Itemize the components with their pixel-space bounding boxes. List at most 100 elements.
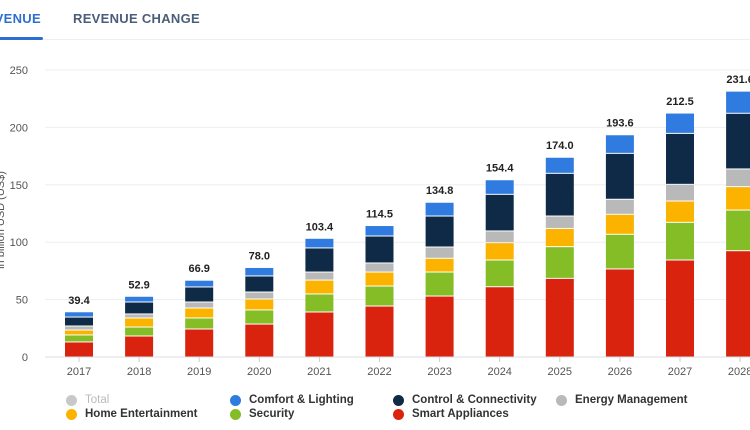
bar-segment	[425, 247, 454, 258]
bar-segment	[185, 318, 214, 329]
bar-segment	[125, 302, 154, 314]
x-tick-label: 2017	[67, 366, 91, 378]
stacked-bar-chart: 0 50 100 150 200 250 in billion USD (US$) 2017 3…	[0, 65, 750, 378]
bar-segment	[545, 157, 574, 173]
bar-segment	[245, 299, 274, 310]
bar-segment	[65, 317, 93, 326]
tab-bar: REVENUE REVENUE CHANGE	[0, 0, 750, 40]
bar-segment	[425, 296, 454, 357]
bar-segment	[245, 310, 274, 324]
bar-segment	[365, 272, 394, 286]
bar-segment	[726, 91, 750, 113]
x-tick-label: 2024	[487, 366, 511, 378]
bar-segment	[726, 210, 750, 251]
legend-dot-icon	[66, 408, 77, 420]
y-tick-label: 150	[10, 180, 28, 192]
bar-segment	[605, 135, 634, 153]
bar-segment	[605, 199, 634, 214]
bar-segment	[726, 187, 750, 210]
bar-segment	[485, 260, 514, 287]
legend-item-energy-management[interactable]: Energy Management	[556, 394, 687, 406]
bar-segment	[425, 272, 454, 296]
bar-segment	[485, 180, 514, 194]
tab-revenue[interactable]: REVENUE	[0, 11, 43, 40]
bar-segment	[365, 306, 394, 357]
bar-segment	[545, 216, 574, 228]
bar-segment	[65, 326, 93, 330]
bar-segment	[605, 234, 634, 269]
legend-item-security[interactable]: Security	[230, 408, 294, 420]
total-data-label: 114.5	[366, 209, 393, 221]
x-tick-label: 2022	[367, 366, 391, 378]
legend-item-total[interactable]: Total	[66, 394, 109, 406]
y-tick-label: 0	[22, 352, 28, 364]
total-data-label: 78.0	[249, 250, 270, 262]
bar-segment	[485, 231, 514, 243]
bar-segment	[125, 318, 154, 327]
y-tick-label: 200	[10, 122, 28, 134]
bar-segment	[545, 228, 574, 247]
bar-segment	[245, 292, 274, 299]
bar-segment	[65, 335, 93, 342]
bar-segment	[125, 314, 154, 318]
bar-segment	[545, 173, 574, 216]
bar-segment	[125, 336, 154, 357]
x-tick-label: 2027	[668, 366, 692, 378]
bar-segment	[65, 312, 93, 317]
total-data-label: 212.5	[666, 96, 694, 108]
bar-segment	[305, 312, 334, 357]
legend-label: Control & Connectivity	[412, 394, 537, 406]
legend-label: Security	[249, 408, 295, 420]
bar-segment	[65, 342, 93, 357]
bar-segment	[365, 226, 394, 236]
total-data-label: 231.6	[726, 74, 750, 86]
bar-segment	[305, 272, 334, 280]
bar-segment	[185, 287, 214, 302]
y-tick-label: 250	[10, 65, 28, 77]
legend-dot-icon	[230, 408, 241, 420]
x-tick-label: 2018	[127, 366, 151, 378]
legend-item-control-connectivity[interactable]: Control & Connectivity	[393, 394, 537, 406]
bar-segment	[305, 238, 334, 248]
x-tick-label: 2021	[307, 366, 331, 378]
total-data-label: 103.4	[306, 221, 334, 233]
legend-item-home-entertainment[interactable]: Home Entertainment	[66, 408, 197, 420]
bar-segment	[605, 269, 634, 357]
bar-segment	[365, 236, 394, 263]
legend-item-smart-appliances[interactable]: Smart Appliances	[393, 408, 509, 420]
bar-segment	[425, 216, 454, 247]
bar-segment	[545, 278, 574, 357]
legend-dot-icon	[393, 394, 404, 406]
bar-segment	[65, 330, 93, 335]
y-tick-label: 100	[10, 237, 28, 249]
x-tick-label: 2028	[728, 366, 750, 378]
bar-segment	[425, 258, 454, 272]
total-data-label: 193.6	[606, 118, 634, 130]
bar-segment	[245, 267, 274, 276]
bar-segment	[425, 202, 454, 216]
x-tick-label: 2019	[187, 366, 211, 378]
total-data-label: 66.9	[188, 263, 209, 275]
bar-segment	[245, 276, 274, 292]
bar-segment	[666, 184, 694, 201]
legend-dot-icon	[230, 394, 241, 406]
legend-label: Comfort & Lighting	[249, 394, 354, 406]
legend-label: Smart Appliances	[412, 408, 509, 420]
tab-revenue-change[interactable]: REVENUE CHANGE	[73, 11, 200, 26]
bar-segment	[726, 113, 750, 169]
bar-segment	[185, 329, 214, 357]
legend-label: Home Entertainment	[85, 408, 198, 420]
x-tick-label: 2023	[427, 366, 451, 378]
bar-segment	[485, 243, 514, 260]
total-data-label: 39.4	[68, 295, 90, 307]
bar-segment	[305, 248, 334, 272]
bar-segment	[726, 251, 750, 357]
bar-segment	[365, 263, 394, 272]
bar-segment	[185, 308, 214, 318]
bar-segment	[666, 222, 694, 260]
bar-segment	[125, 327, 154, 336]
bar-segment	[305, 280, 334, 294]
bar-segment	[485, 287, 514, 357]
legend-item-comfort-lighting[interactable]: Comfort & Lighting	[230, 394, 354, 406]
bar-segment	[605, 214, 634, 234]
